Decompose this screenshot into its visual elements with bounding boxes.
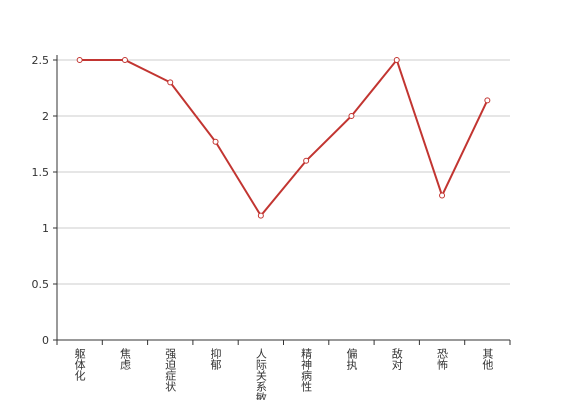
y-tick-label: 1.5 xyxy=(32,166,50,179)
data-point xyxy=(212,138,219,145)
data-point xyxy=(439,192,446,199)
x-tick-label: 强迫症状 xyxy=(164,348,177,392)
x-tick-label: 躯体化 xyxy=(73,348,86,382)
data-point xyxy=(484,97,491,104)
y-tick-label: 0 xyxy=(42,334,49,347)
x-tick-label: 其他 xyxy=(481,348,494,370)
y-tick-label: 0.5 xyxy=(32,278,50,291)
x-tick-label: 精神病性 xyxy=(300,348,313,393)
x-tick-label: 偏执 xyxy=(345,347,358,371)
y-tick-label: 1 xyxy=(42,222,49,235)
x-tick-label: 焦虑 xyxy=(118,348,131,370)
data-point xyxy=(76,57,83,63)
x-tick-label: 敌对 xyxy=(390,347,403,370)
x-tick-label: 抑郁 xyxy=(209,347,222,370)
data-point xyxy=(257,212,264,219)
y-tick-label: 2 xyxy=(42,110,49,123)
data-point xyxy=(303,157,310,164)
x-tick-label: 恐怖 xyxy=(436,348,449,370)
data-point xyxy=(121,57,128,63)
y-tick-label: 2.5 xyxy=(32,54,50,67)
data-point xyxy=(167,79,174,86)
data-point xyxy=(348,113,355,119)
data-point xyxy=(393,57,400,63)
data-line xyxy=(79,57,489,218)
x-tick-label: 人际关系敏感 xyxy=(254,348,267,400)
